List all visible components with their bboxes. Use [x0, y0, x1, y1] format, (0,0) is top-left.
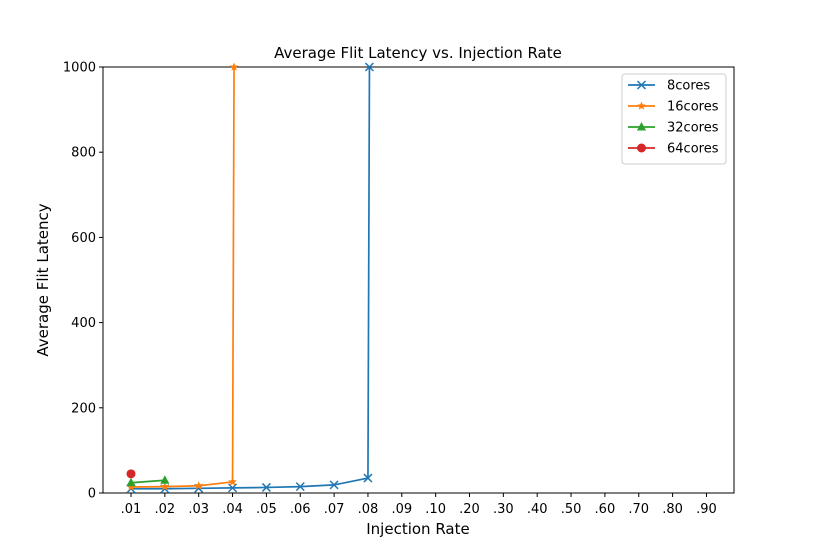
- x-tick-label: .20: [459, 502, 480, 517]
- data-point: [126, 477, 136, 487]
- data-point: [329, 480, 339, 490]
- data-point: [295, 482, 305, 492]
- x-tick-label: .09: [391, 502, 412, 517]
- y-tick-label: 600: [71, 231, 96, 246]
- data-point: [228, 483, 238, 493]
- y-tick-label: 1000: [63, 61, 96, 76]
- y-axis-label: Average Flit Latency: [34, 203, 52, 356]
- series-line: [131, 67, 371, 490]
- legend-entry: 8cores: [628, 79, 710, 94]
- y-tick-label: 0: [88, 487, 96, 502]
- data-point: [261, 482, 271, 492]
- series-16cores: [126, 62, 239, 491]
- x-axis-label: Injection Rate: [366, 520, 469, 538]
- x-tick-label: .07: [324, 502, 345, 517]
- x-tick-label: .02: [155, 502, 176, 517]
- data-point: [126, 469, 136, 479]
- legend-entry: 16cores: [628, 100, 719, 115]
- series-line: [130, 67, 235, 488]
- x-tick-label: .60: [595, 502, 616, 517]
- legend-marker: [637, 143, 646, 153]
- legend-box: [621, 73, 727, 165]
- legend-label: 8cores: [667, 79, 710, 94]
- legend-marker: [636, 122, 647, 131]
- data-point: [160, 475, 170, 484]
- x-tick-label: .03: [188, 502, 209, 517]
- data-point: [363, 473, 373, 483]
- data-point: [194, 481, 203, 490]
- x-tick-label: .80: [662, 502, 683, 517]
- x-tick-label: .08: [358, 502, 379, 517]
- legend-marker: [636, 80, 647, 90]
- x-tick-label: .30: [493, 502, 514, 517]
- x-tick-label: .70: [628, 502, 649, 517]
- x-tick-label: .04: [222, 502, 243, 517]
- axes-frame: [102, 66, 735, 494]
- series-8cores: [126, 62, 374, 494]
- x-tick-label: .90: [696, 502, 717, 517]
- data-point: [228, 477, 237, 486]
- legend-marker: [637, 101, 646, 110]
- legend-label: 64cores: [667, 142, 719, 157]
- legend-entry: 32cores: [628, 121, 719, 136]
- x-tick-label: .05: [256, 502, 277, 517]
- data-point: [229, 62, 239, 71]
- series-64cores: [126, 469, 136, 479]
- legend-label: 32cores: [667, 121, 719, 136]
- series-32cores: [126, 475, 170, 487]
- data-point: [364, 62, 374, 72]
- data-point: [160, 482, 170, 491]
- x-tick-label: .01: [121, 502, 142, 517]
- legend-entry: 64cores: [628, 142, 719, 157]
- x-tick-label: .40: [527, 502, 548, 517]
- x-tick-label: .10: [425, 502, 446, 517]
- x-tick-label: .06: [290, 502, 311, 517]
- y-tick-label: 800: [71, 146, 96, 161]
- legend-label: 16cores: [667, 100, 719, 115]
- y-tick-label: 200: [71, 401, 96, 416]
- x-tick-label: .50: [561, 502, 582, 517]
- y-tick-label: 400: [71, 316, 96, 331]
- series-line: [130, 479, 165, 484]
- data-point: [126, 482, 136, 491]
- plot-area: .01 .02 .03 .04 .05 .06 .07 .08 .09 .10 .20 .30 .40.…: [63, 61, 735, 517]
- chart-title: Average Flit Latency vs. Injection Rate: [274, 44, 562, 62]
- legend: 8cores 16cores 32cores 64cores: [621, 73, 727, 165]
